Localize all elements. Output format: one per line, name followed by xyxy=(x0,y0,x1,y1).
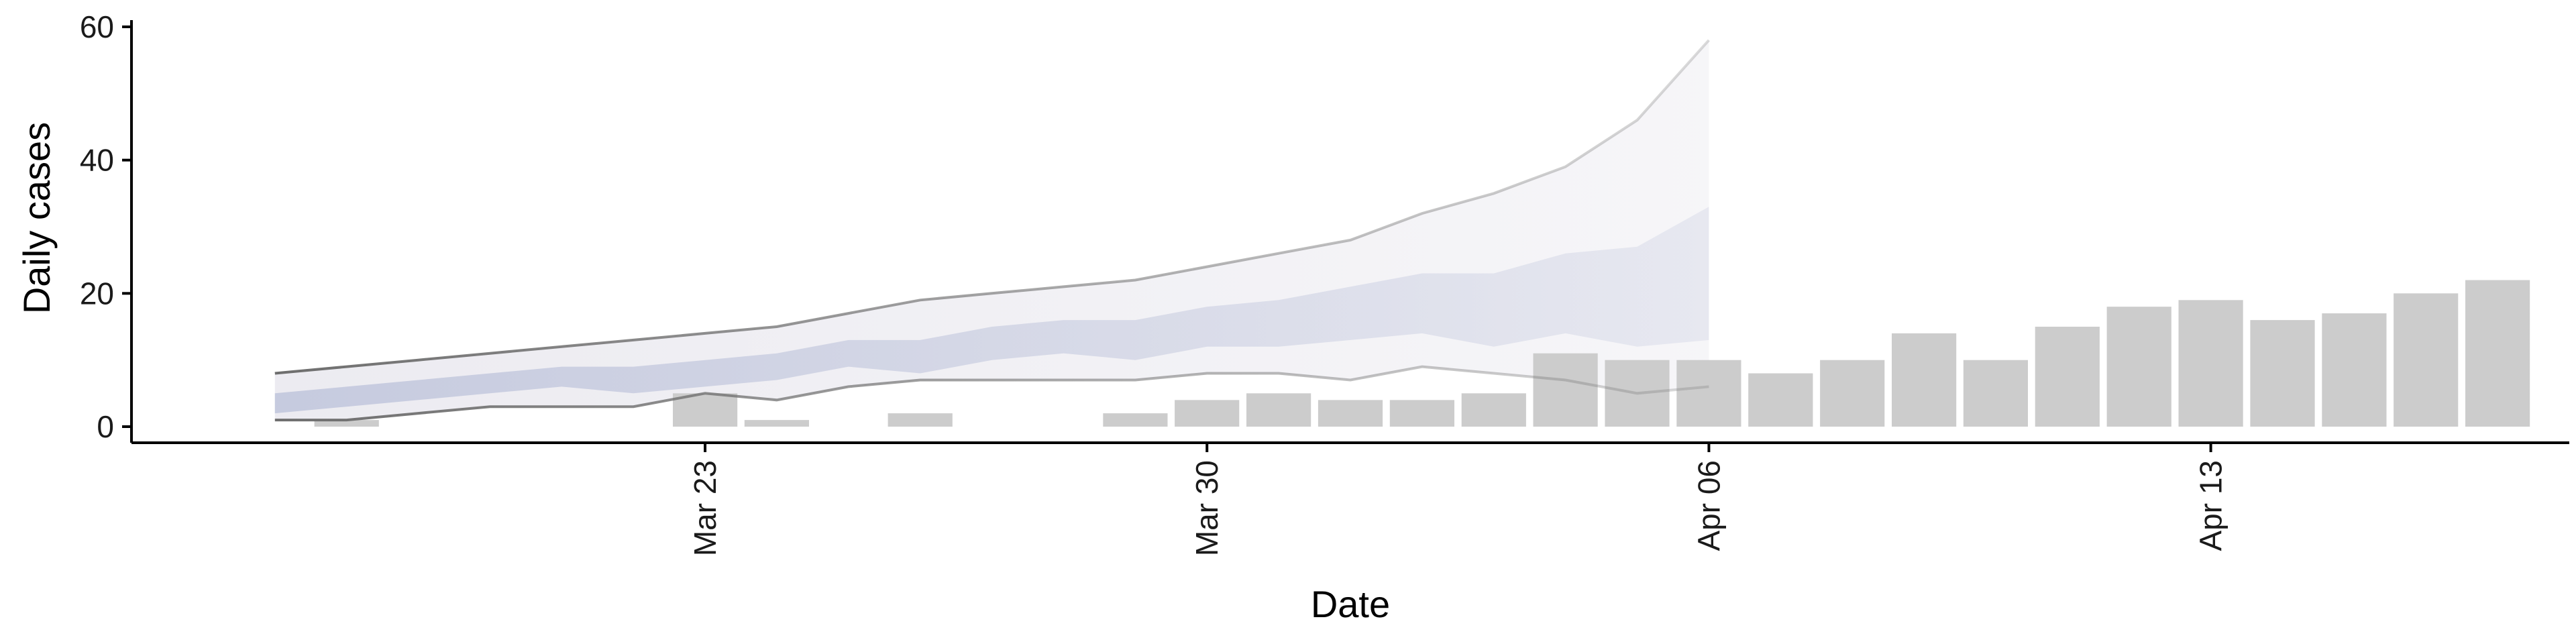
y-tick-label: 60 xyxy=(80,9,114,44)
x-tick-label: Apr 06 xyxy=(1691,460,1726,551)
bar-2020-04-16 xyxy=(2394,293,2459,427)
forecast-outer-band xyxy=(274,40,1709,421)
observed-bars xyxy=(314,280,2530,427)
bar-2020-04-17 xyxy=(2465,280,2530,427)
bar-2020-04-09 xyxy=(1892,333,1957,427)
y-tick-label: 20 xyxy=(80,276,114,311)
bar-2020-04-04 xyxy=(1533,353,1598,427)
bar-2020-04-10 xyxy=(1963,360,2028,427)
y-axis-title: Daily cases xyxy=(15,122,58,314)
bar-2020-03-18 xyxy=(314,420,379,427)
bar-2020-04-11 xyxy=(2035,327,2100,427)
x-tick-label: Apr 13 xyxy=(2194,460,2229,551)
bar-2020-04-08 xyxy=(1820,360,1885,427)
forecast-bands xyxy=(274,40,1709,421)
forecast-bound-lines xyxy=(274,39,1710,422)
y-tick-label: 0 xyxy=(97,409,114,444)
x-tick-label: Mar 23 xyxy=(688,460,722,556)
bar-2020-03-30 xyxy=(1175,400,1240,427)
x-axis-title: Date xyxy=(1311,583,1390,625)
bar-2020-03-29 xyxy=(1103,413,1168,427)
forecast-upper-line xyxy=(274,39,1710,375)
bar-2020-03-26 xyxy=(888,413,953,427)
axes xyxy=(130,20,2569,444)
forecast-inner-band xyxy=(274,207,1709,414)
bar-2020-04-15 xyxy=(2322,313,2387,427)
bar-2020-04-06 xyxy=(1676,360,1741,427)
bar-2020-04-01 xyxy=(1318,400,1383,427)
y-tick-label: 40 xyxy=(80,143,114,178)
bar-2020-04-03 xyxy=(1461,393,1526,427)
x-tick-label: Mar 30 xyxy=(1189,460,1224,556)
bar-2020-04-02 xyxy=(1389,400,1454,427)
y-axis-ticks: 0 20 40 60 xyxy=(80,9,131,444)
bar-2020-04-14 xyxy=(2250,320,2315,427)
bar-2020-04-07 xyxy=(1748,373,1813,427)
x-axis-ticks: Mar 23 Mar 30 Apr 06 Apr 13 xyxy=(688,443,2229,556)
bar-2020-04-13 xyxy=(2178,300,2243,427)
bar-2020-03-24 xyxy=(744,420,809,427)
forecast-lower-line xyxy=(274,365,1709,422)
bar-2020-03-23 xyxy=(673,393,738,427)
bar-2020-04-12 xyxy=(2106,307,2171,427)
bar-2020-03-31 xyxy=(1246,393,1311,427)
